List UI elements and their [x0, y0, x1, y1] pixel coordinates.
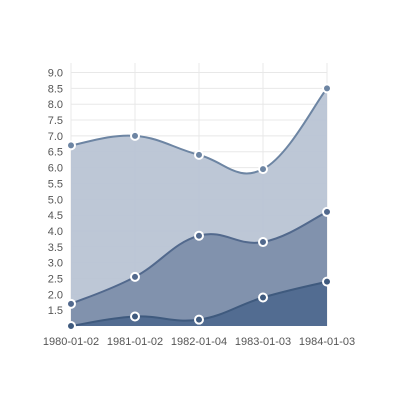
y-tick-label: 9.0 — [48, 68, 63, 80]
y-tick-label: 2.0 — [48, 289, 63, 301]
y-tick-label: 8.0 — [48, 99, 63, 111]
data-point-series-3[interactable] — [130, 130, 140, 141]
data-point-series-1[interactable] — [194, 314, 204, 325]
y-tick-label: 5.0 — [48, 194, 63, 206]
y-tick-label: 4.5 — [48, 210, 63, 222]
data-point-series-3[interactable] — [66, 140, 76, 151]
data-point-series-1[interactable] — [258, 292, 268, 303]
y-tick-label: 7.0 — [48, 131, 63, 143]
x-tick-label: 1984-01-03 — [299, 336, 355, 348]
data-point-series-1[interactable] — [130, 311, 140, 322]
y-tick-label: 5.5 — [48, 178, 63, 190]
data-point-series-1[interactable] — [322, 276, 332, 287]
y-tick-label: 3.5 — [48, 242, 63, 254]
x-tick-label: 1982-01-04 — [171, 336, 227, 348]
data-point-series-2[interactable] — [258, 237, 268, 248]
y-tick-label: 6.5 — [48, 147, 63, 159]
data-point-series-1[interactable] — [66, 321, 76, 331]
data-point-series-2[interactable] — [322, 206, 332, 217]
data-point-series-3[interactable] — [194, 149, 204, 160]
x-tick-label: 1983-01-03 — [235, 336, 291, 348]
x-tick-label: 1980-01-02 — [43, 336, 99, 348]
x-axis-tick-labels: 1980-01-02 1981-01-02 1982-01-04 1983-01-03… — [43, 336, 355, 348]
y-tick-label: 3.0 — [48, 258, 63, 270]
x-tick-label: 1981-01-02 — [107, 336, 163, 348]
area-series-1 — [71, 281, 327, 326]
y-tick-label: 7.5 — [48, 115, 63, 127]
data-point-series-2[interactable] — [194, 230, 204, 241]
y-tick-label: 4.0 — [48, 226, 63, 238]
data-point-series-3[interactable] — [258, 164, 268, 175]
y-tick-label: 2.5 — [48, 273, 63, 285]
y-tick-label: 6.0 — [48, 163, 63, 175]
point-layer — [66, 83, 332, 331]
data-point-series-3[interactable] — [322, 83, 332, 94]
y-axis-tick-labels: 1.5 2.0 2.5 3.0 3.5 4.0 4.5 5.0 5.5 6.0 6.5 7.0 7.5 8… — [48, 68, 63, 318]
y-tick-label: 1.5 — [48, 305, 63, 317]
y-tick-label: 8.5 — [48, 83, 63, 95]
data-point-series-2[interactable] — [130, 271, 140, 282]
data-point-series-2[interactable] — [66, 298, 76, 309]
